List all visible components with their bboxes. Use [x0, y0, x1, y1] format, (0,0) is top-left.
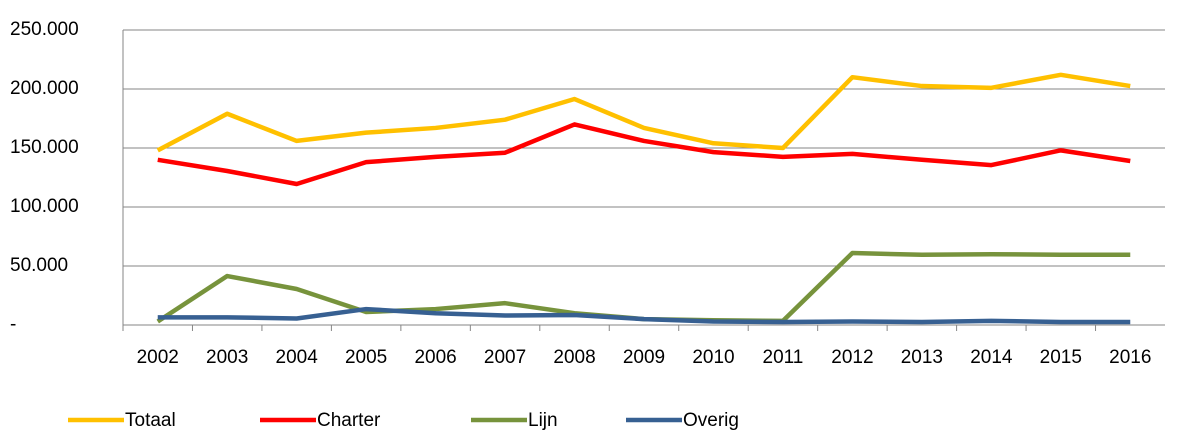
- legend-label: Charter: [317, 410, 381, 431]
- legend-label: Lijn: [528, 410, 558, 431]
- series-line: [156, 72, 1131, 153]
- x-tick-label: 2015: [1040, 347, 1082, 368]
- y-tick-label: 50.000: [10, 255, 68, 276]
- x-tick-label: 2005: [345, 347, 387, 368]
- series-line: [157, 306, 1131, 325]
- x-tick-label: 2009: [623, 347, 665, 368]
- y-tick-label: 100.000: [10, 196, 79, 217]
- y-tick-label: 150.000: [10, 137, 79, 158]
- y-tick-label: 250.000: [10, 19, 79, 40]
- x-tick-label: 2014: [970, 347, 1013, 368]
- x-tick-label: 2012: [831, 347, 873, 368]
- x-tick-label: 2008: [553, 347, 595, 368]
- x-tick-label: 2002: [137, 347, 179, 368]
- series-line: [156, 250, 1131, 324]
- x-tick-label: 2007: [484, 347, 526, 368]
- legend-label: Totaal: [125, 410, 176, 431]
- x-tick-label: 2003: [206, 347, 248, 368]
- y-tick-label: 200.000: [10, 78, 79, 99]
- legend-label: Overig: [683, 410, 739, 431]
- x-tick-label: 2016: [1109, 347, 1151, 368]
- series-line: [157, 122, 1131, 187]
- x-tick-label: 2010: [692, 347, 734, 368]
- x-tick-label: 2013: [901, 347, 943, 368]
- x-tick-label: 2004: [276, 347, 319, 368]
- x-tick-label: 2011: [763, 347, 804, 368]
- y-tick-label: -: [10, 314, 16, 335]
- x-tick-label: 2006: [414, 347, 456, 368]
